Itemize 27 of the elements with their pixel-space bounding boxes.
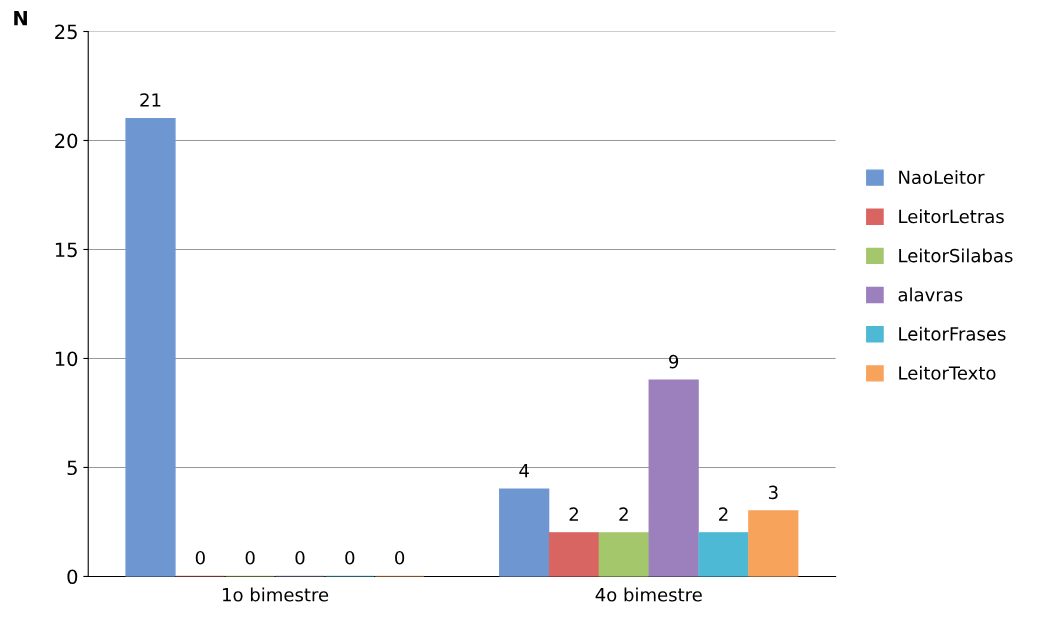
legend-label: LeitorLetras [899,209,1004,224]
data-label: 2 [619,507,628,521]
data-label: 9 [669,354,679,369]
data-label: 2 [569,507,578,521]
x-tick-label: 1o bimestre [223,587,329,602]
y-tick-label: 10 [55,351,78,367]
x-tick-label: 4o bimestre [595,587,702,602]
data-label: 4 [519,464,529,478]
y-tick-label: 20 [55,133,78,149]
y-tick-label: 25 [55,24,77,40]
data-label: 0 [295,550,305,565]
legend-label: NaoLeitor [899,170,985,185]
data-label: 0 [395,550,405,565]
legend-label: alavras [898,287,963,302]
data-label: 21 [140,93,161,107]
data-label: 2 [719,507,728,521]
data-label: 0 [195,550,205,565]
legend-label: LeitorSilabas [899,248,1013,263]
y-tick-label: 15 [55,242,77,258]
y-tick-label: 5 [67,460,77,476]
y-axis-title: N [14,11,27,26]
legend-label: LeitorTexto [899,365,996,380]
y-tick-label: 0 [67,569,78,585]
data-label: 0 [345,550,355,565]
legend-label: LeitorFrases [899,326,1006,341]
data-label: 3 [768,485,778,500]
data-label: 0 [245,550,255,565]
